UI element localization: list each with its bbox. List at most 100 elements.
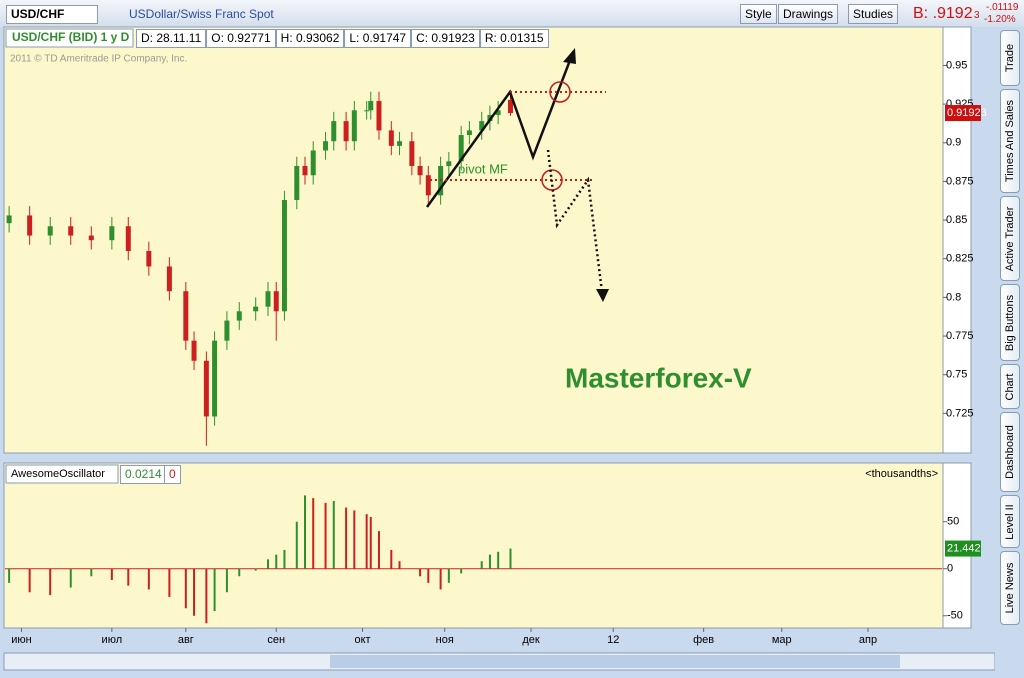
oscillator-title: AwesomeOscillator xyxy=(11,468,105,480)
oscillator-unit: <thousandths> xyxy=(865,468,938,480)
drawings-button[interactable]: Drawings xyxy=(778,4,839,24)
tab-label: Active Trader xyxy=(1004,206,1016,271)
watermark-label: Masterforex-V xyxy=(565,362,752,393)
candle-body xyxy=(310,150,316,176)
candle-body xyxy=(458,135,464,162)
candle-body xyxy=(146,251,152,267)
tab-label: Level II xyxy=(1004,503,1016,540)
change-percent: -1.20% xyxy=(984,14,1016,25)
x-tick-label: фев xyxy=(693,634,714,646)
candle-body xyxy=(47,226,53,236)
price-panel xyxy=(3,26,944,454)
change: -.01119 xyxy=(986,2,1019,13)
last-price-label: 0.91923 xyxy=(947,107,987,119)
x-tick-label: авг xyxy=(178,634,194,646)
projection-line xyxy=(546,149,604,293)
y-tick-label: 0.8 xyxy=(946,291,961,303)
oscillator-panel xyxy=(3,462,944,629)
side-tab[interactable]: Big Buttons xyxy=(1000,284,1020,361)
candle-body xyxy=(343,121,349,142)
candle-body xyxy=(253,306,259,312)
info-field: L: 0.91747 xyxy=(344,29,412,48)
side-tab[interactable]: Times And Sales xyxy=(1000,89,1020,193)
oscillator-value: 0 xyxy=(164,465,181,484)
x-tick-label: апр xyxy=(859,634,877,646)
tab-label: Chart xyxy=(1004,373,1016,400)
y-tick-label: 0.85 xyxy=(946,214,967,226)
last-price-box xyxy=(945,105,981,122)
candle-body xyxy=(376,101,382,131)
candle-body xyxy=(191,340,197,361)
candle-body xyxy=(466,130,472,136)
x-tick-label: сен xyxy=(267,634,285,646)
candle-body xyxy=(294,165,300,200)
scroll-thumb[interactable] xyxy=(330,655,900,668)
side-tab[interactable]: Chart xyxy=(1000,364,1020,409)
candle-body xyxy=(507,99,513,114)
x-tick-label: июн xyxy=(11,634,31,646)
candle-body xyxy=(183,291,189,341)
symbol-description: USDollar/Swiss Franc Spot xyxy=(129,7,274,21)
candle-body xyxy=(273,291,279,312)
y-tick-label: 0.75 xyxy=(946,369,967,381)
info-field: R: 0.01315 xyxy=(479,29,549,48)
pivot-circle xyxy=(549,81,571,103)
studies-button[interactable]: Studies xyxy=(848,4,899,24)
candle-body xyxy=(368,101,374,111)
symbol-input[interactable]: USD/CHF xyxy=(6,5,98,24)
side-tab[interactable]: Trade xyxy=(1000,30,1020,86)
x-tick-label: мар xyxy=(772,634,792,646)
x-tick-label: июл xyxy=(102,634,123,646)
y-tick-label: 0 xyxy=(947,563,953,575)
y-tick-label: 0.95 xyxy=(946,59,967,71)
info-bar: D: 28.11.11 O: 0.92771 H: 0.93062 L: 0.9… xyxy=(136,29,549,48)
candle-body xyxy=(166,266,172,292)
candle-body xyxy=(446,161,452,166)
side-tab[interactable]: Dashboard xyxy=(1000,412,1020,492)
side-tab[interactable]: Active Trader xyxy=(1000,196,1020,281)
candle-body xyxy=(109,226,115,241)
side-tab[interactable]: Live News xyxy=(1000,551,1020,625)
info-field: H: 0.93062 xyxy=(275,29,345,48)
candle-body xyxy=(417,165,423,176)
x-tick-label: дек xyxy=(522,634,540,646)
y-tick-label: 0.9 xyxy=(946,137,961,149)
title-box xyxy=(5,28,134,48)
arrow-head xyxy=(596,289,609,302)
y-tick-label: 0.775 xyxy=(946,330,974,342)
bid-price: B: .9192 xyxy=(913,5,973,22)
candle-body xyxy=(323,141,329,151)
chart-area: USD/CHF (BID) 1 y D 2011 © TD Ameritrade… xyxy=(3,26,995,671)
info-field: D: 28.11.11 xyxy=(136,29,207,48)
y-tick-label: 0.825 xyxy=(946,253,974,265)
price-axis-area xyxy=(942,26,972,454)
tab-label: Live News xyxy=(1004,562,1016,614)
candle-body xyxy=(397,141,403,146)
x-tick-label: окт xyxy=(354,634,370,646)
last-value-box xyxy=(945,540,981,557)
candle-body xyxy=(125,226,131,251)
side-tab[interactable]: Level II xyxy=(1000,495,1020,548)
arrow-head xyxy=(563,48,576,64)
candle-body xyxy=(479,121,485,131)
title-box xyxy=(5,464,119,484)
candle-body xyxy=(68,226,74,236)
price-title: USD/CHF (BID) 1 y D xyxy=(12,30,130,44)
candle-body xyxy=(495,110,501,115)
y-tick-label: 0.725 xyxy=(946,407,974,419)
candle-body xyxy=(224,320,230,341)
candle-body xyxy=(351,110,357,142)
tab-label: Times And Sales xyxy=(1004,99,1016,183)
candle-body xyxy=(425,175,431,196)
style-button[interactable]: Style xyxy=(740,4,777,24)
x-tick-label: ноя xyxy=(436,634,454,646)
copyright: 2011 © TD Ameritrade IP Company, Inc. xyxy=(10,54,187,65)
y-tick-label: 0.875 xyxy=(946,175,974,187)
candle-body xyxy=(265,291,271,307)
info-field: O: 0.92771 xyxy=(206,29,276,48)
tab-label: Trade xyxy=(1004,43,1016,73)
candle-body xyxy=(302,165,308,176)
oscillator-value: 0.0214 xyxy=(120,465,167,484)
y-tick-label: 50 xyxy=(947,516,959,528)
tab-label: Dashboard xyxy=(1004,425,1016,479)
